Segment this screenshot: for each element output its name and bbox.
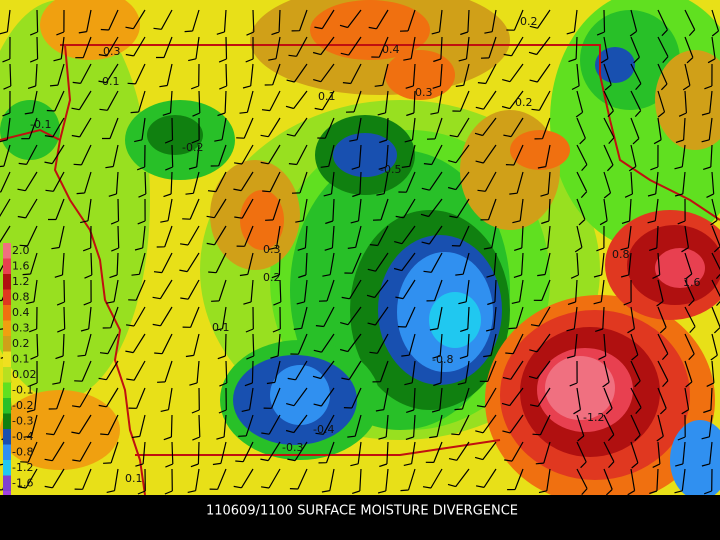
legend-label: 0.3 xyxy=(12,321,30,334)
contour-label: -0.4 xyxy=(313,423,334,436)
legend-swatch xyxy=(3,413,11,429)
contour-label: 0.1 xyxy=(318,90,336,103)
legend-swatch xyxy=(3,305,11,321)
contour-label: 0.8 xyxy=(612,248,630,261)
legend: 2.0 1.6 1.2 0.8 0.4 0.3 0.2 0.1 0.02 -0.1 -0.2 -0.3… xyxy=(3,243,37,503)
border xyxy=(60,44,601,75)
field-region xyxy=(510,130,570,170)
legend-label: 0.2 xyxy=(12,337,30,350)
field-region xyxy=(655,248,705,288)
legend-label: 0.1 xyxy=(12,352,30,365)
legend-label: -0.8 xyxy=(12,445,33,458)
contour-label: 0.1 xyxy=(125,472,143,485)
field-region xyxy=(545,356,615,420)
field-region xyxy=(333,133,397,177)
legend-swatch xyxy=(3,444,11,460)
legend-swatch xyxy=(3,351,11,367)
legend-swatch xyxy=(3,382,11,398)
border xyxy=(599,74,720,221)
contour-label: 0.3 xyxy=(263,243,281,256)
contour-label: 0.1 xyxy=(102,75,120,88)
legend-label: 0.4 xyxy=(12,306,30,319)
field-region xyxy=(147,115,203,155)
field-region xyxy=(655,50,720,150)
legend-swatch xyxy=(3,258,11,274)
field-region xyxy=(670,420,720,495)
contour-label: -0.2 xyxy=(182,141,203,154)
legend-swatch xyxy=(3,289,11,305)
contour-label: 0.3 xyxy=(103,45,121,58)
caption-bar xyxy=(0,495,720,540)
legend-swatch xyxy=(3,475,11,491)
legend-label: 0.8 xyxy=(12,290,30,303)
legend-swatch xyxy=(3,367,11,383)
legend-label: 1.2 xyxy=(12,275,30,288)
field-region xyxy=(0,100,60,160)
legend-label: -0.1 xyxy=(12,383,33,396)
legend-swatch xyxy=(3,460,11,476)
legend-label: -1.6 xyxy=(12,476,33,489)
legend-label: 0.02 xyxy=(12,368,37,381)
legend-swatch xyxy=(3,274,11,290)
contour-label: -1.2 xyxy=(583,411,604,424)
contour-label: -0.8 xyxy=(432,353,453,366)
contour-label: 0.2 xyxy=(515,96,533,109)
contour-label: -0.1 xyxy=(30,118,51,131)
field-region xyxy=(270,365,330,425)
border xyxy=(53,44,146,495)
legend-label: 2.0 xyxy=(12,244,30,257)
contour-labels: 0.2 0.3 0.4 0.3 0.2 -0.2 -0.5 0.3 0.2 -0… xyxy=(30,15,701,485)
contour-label: 0.1 xyxy=(212,321,230,334)
legend-swatch xyxy=(3,243,11,259)
field-region xyxy=(385,50,455,100)
field-region xyxy=(595,47,635,83)
field-region xyxy=(429,292,481,348)
legend-swatch xyxy=(3,398,11,414)
legend-swatch xyxy=(3,336,11,352)
field-region xyxy=(460,110,560,230)
legend-swatch xyxy=(3,429,11,445)
contour-label: 0.3 xyxy=(415,86,433,99)
contour-label: 0.4 xyxy=(382,43,400,56)
legend-label: -0.2 xyxy=(12,399,33,412)
field-region xyxy=(240,190,284,250)
legend-label: 1.6 xyxy=(12,259,30,272)
contour-label: -0.3 xyxy=(282,441,303,454)
caption: 110609/1100 SURFACE MOISTURE DIVERGENCE xyxy=(206,504,518,519)
legend-label: -0.3 xyxy=(12,414,33,427)
contour-label: -0.5 xyxy=(380,163,401,176)
contour-label: 0.2 xyxy=(263,271,281,284)
field: 0.2 0.3 0.4 0.3 0.2 -0.2 -0.5 0.3 0.2 -0… xyxy=(0,0,720,495)
legend-label: -0.4 xyxy=(12,430,33,443)
contour-label: 0.2 xyxy=(520,15,538,28)
legend-label: -1.2 xyxy=(12,461,33,474)
legend-swatch xyxy=(3,320,11,336)
contour-label: 1.6 xyxy=(683,276,701,289)
field-region xyxy=(0,390,120,470)
